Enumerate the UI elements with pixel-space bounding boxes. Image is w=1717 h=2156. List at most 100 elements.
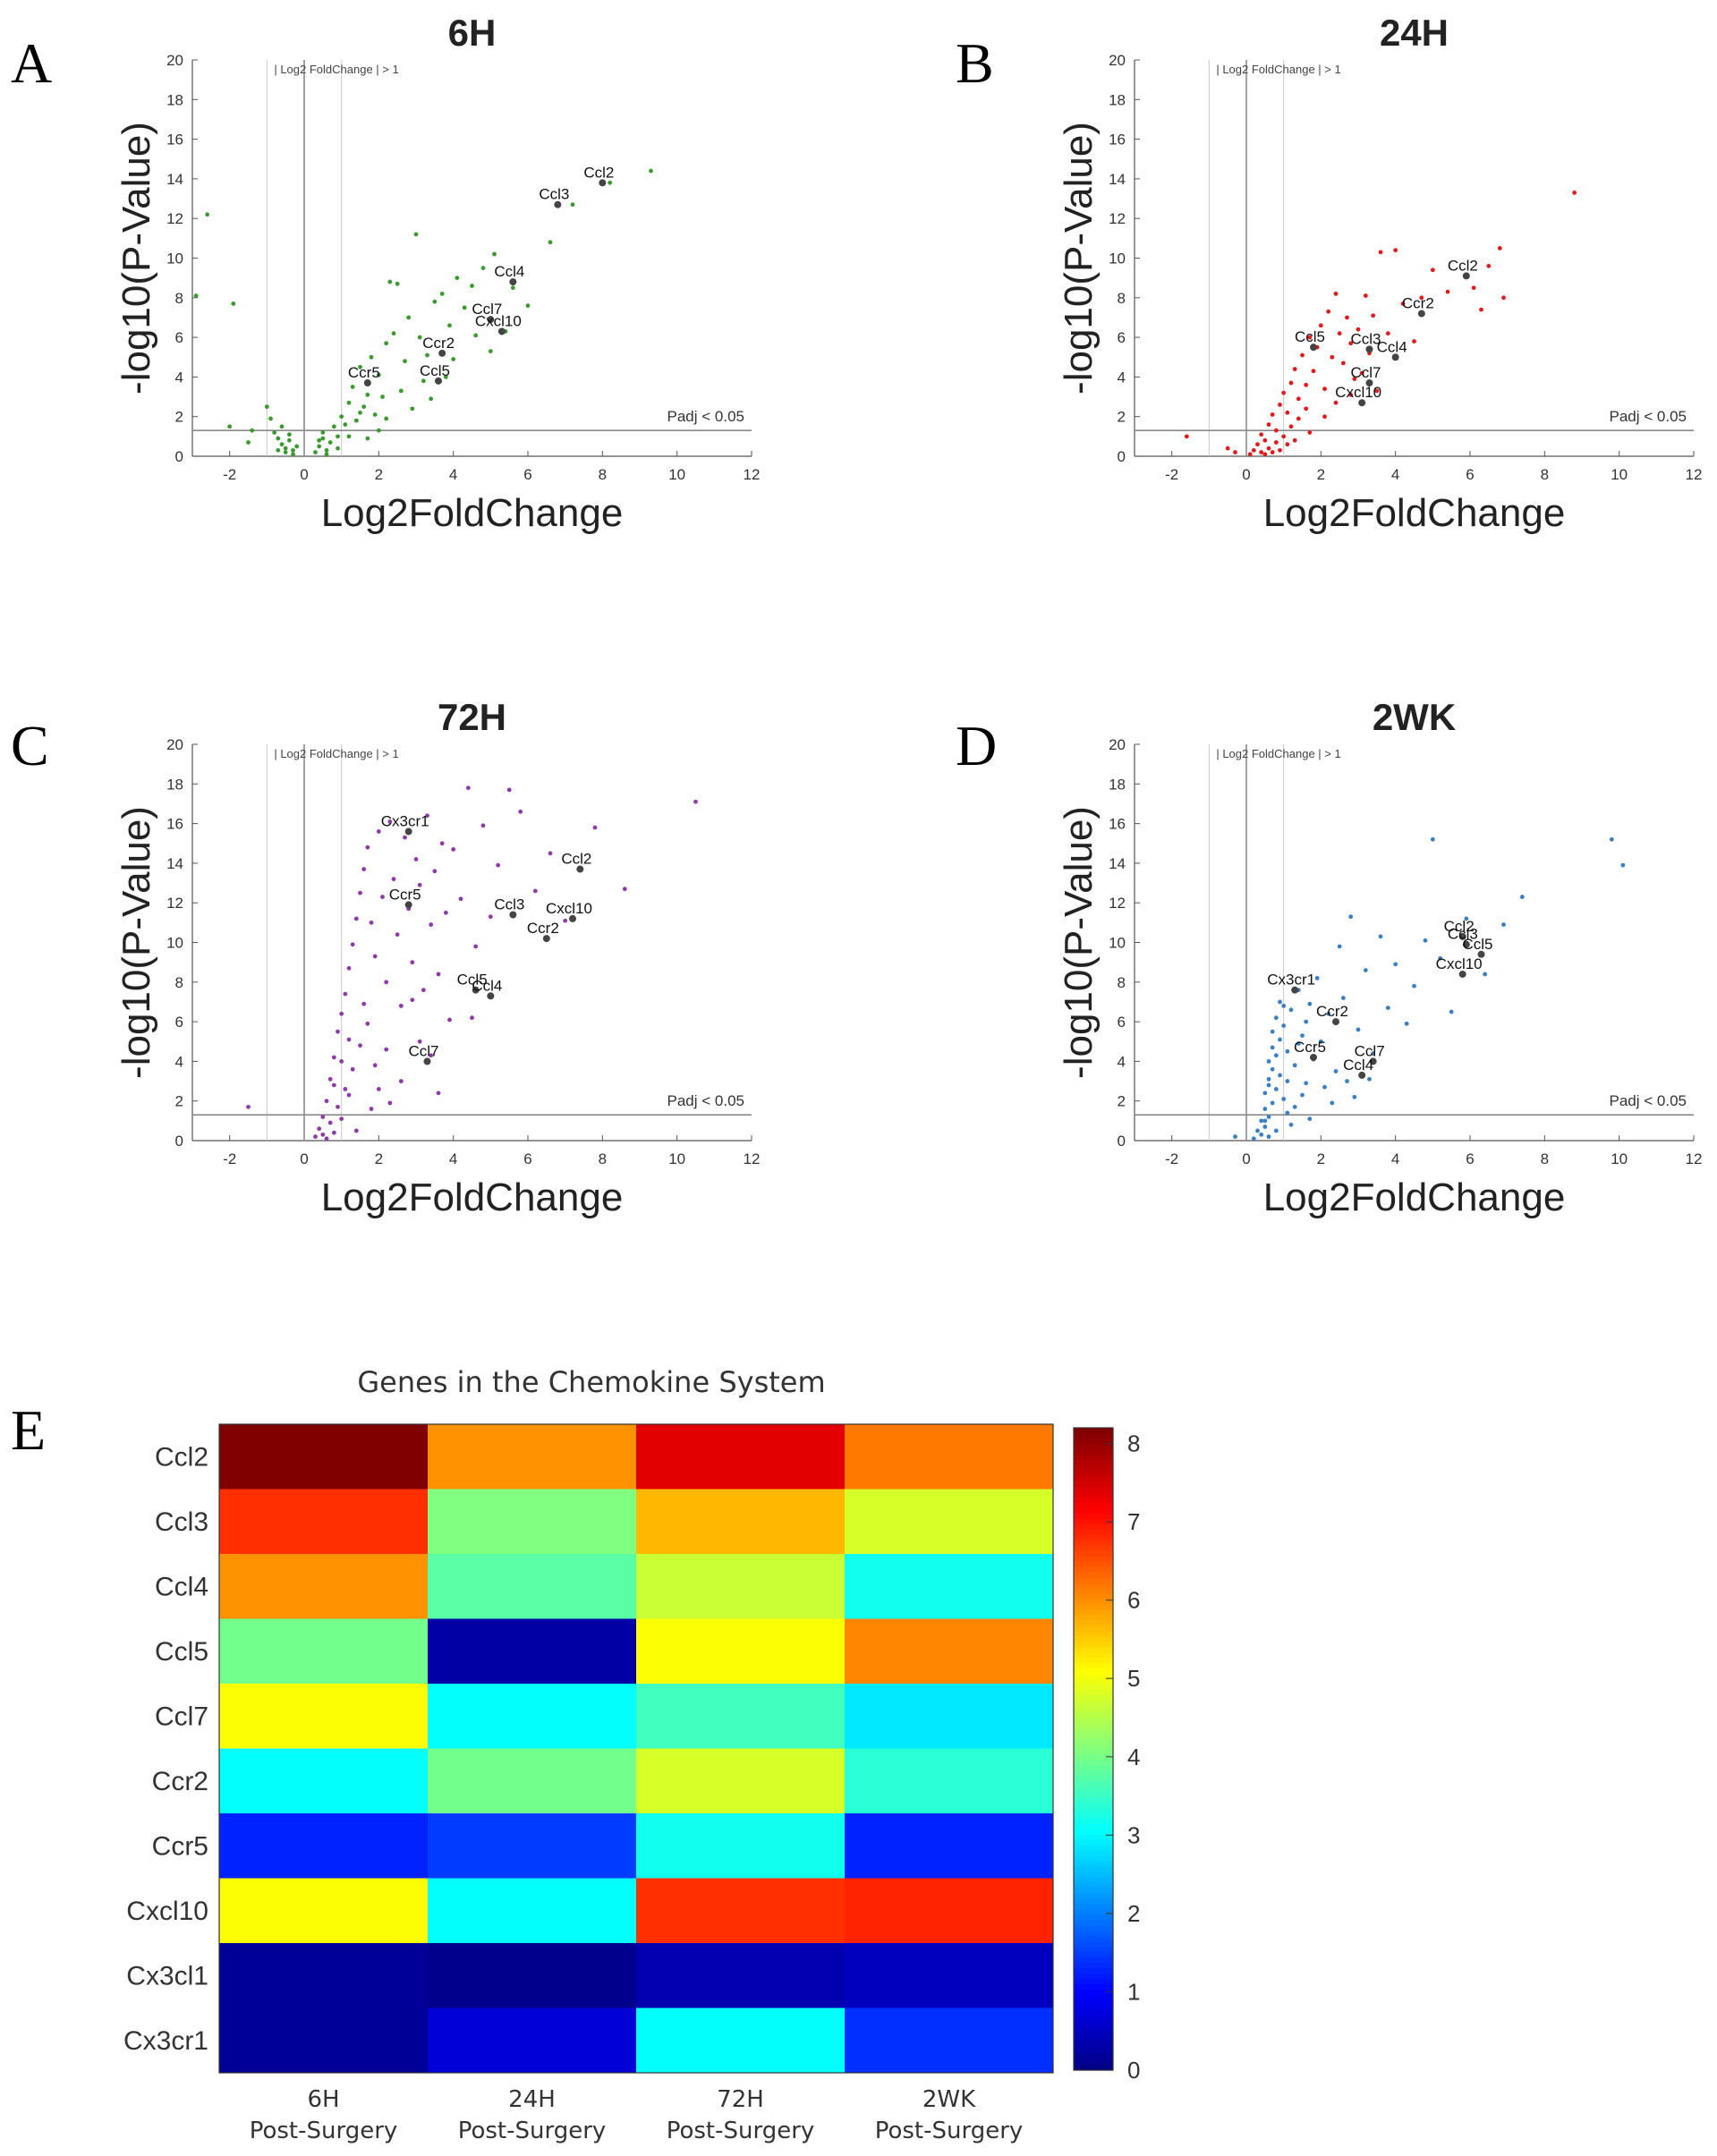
data-point <box>1371 313 1376 318</box>
data-point <box>1273 1053 1279 1058</box>
labeled-point <box>1458 932 1466 940</box>
data-point <box>1337 331 1342 336</box>
data-point <box>1262 1107 1268 1111</box>
colorbar-segment <box>1074 1518 1113 1525</box>
data-point <box>358 890 362 896</box>
colorbar-tick-label: 8 <box>1127 1430 1140 1457</box>
data-point <box>1371 1051 1376 1056</box>
colorbar-segment <box>1074 1663 1113 1669</box>
data-point <box>286 437 292 443</box>
colorbar-segment <box>1074 1642 1113 1648</box>
heatmap-cell <box>219 2007 429 2074</box>
data-point <box>1385 1006 1390 1010</box>
y-tick-label: 20 <box>166 52 183 69</box>
gene-label: Ccl5 <box>1295 328 1325 345</box>
data-point <box>283 446 288 451</box>
colorbar-segment <box>1074 1744 1113 1750</box>
x-tick-label: 10 <box>1611 466 1628 483</box>
data-point <box>608 180 613 185</box>
data-point <box>1273 1015 1279 1021</box>
colorbar-segment <box>1074 1668 1113 1675</box>
data-point <box>1419 295 1424 301</box>
data-point <box>1385 331 1390 336</box>
data-point <box>1345 315 1349 320</box>
colorbar-segment <box>1074 1620 1113 1626</box>
data-point <box>1330 354 1335 360</box>
labeled-point <box>542 935 550 943</box>
data-point <box>346 965 352 971</box>
colorbar-segment <box>1074 1823 1113 1830</box>
data-point <box>353 916 359 921</box>
data-point <box>1307 335 1313 340</box>
data-point <box>1348 914 1354 920</box>
data-point <box>1251 1136 1256 1142</box>
gene-label: Ccl7 <box>408 1042 438 1059</box>
data-point <box>439 841 445 846</box>
panel-letter-e: E <box>11 1398 46 1462</box>
data-point <box>376 1087 381 1091</box>
colorbar-segment <box>1074 2000 1113 2007</box>
heatmap-cell <box>845 1943 1054 2008</box>
data-point <box>369 354 374 360</box>
y-tick-label: 4 <box>1118 1053 1126 1070</box>
data-point <box>1266 1134 1271 1139</box>
gene-label: Ccl5 <box>1462 936 1492 953</box>
data-point <box>1340 361 1346 366</box>
data-point <box>1278 447 1282 453</box>
colorbar-segment <box>1074 1475 1113 1482</box>
colorbar-segment <box>1074 1974 1113 1980</box>
colorbar-segment <box>1074 1882 1113 1889</box>
data-point <box>1483 972 1488 977</box>
labeled-point <box>1332 1018 1339 1026</box>
data-point <box>413 232 419 237</box>
labeled-point <box>554 200 562 208</box>
labeled-point <box>1462 272 1470 280</box>
data-point <box>622 887 627 892</box>
data-point <box>1281 1003 1287 1008</box>
colorbar-segment <box>1074 1615 1113 1621</box>
x-tick-label: -2 <box>1165 1150 1178 1167</box>
colorbar-segment <box>1074 1995 1113 2001</box>
plot-title: 2WK <box>1373 696 1456 738</box>
heatmap-row-label: Ccr2 <box>152 1767 208 1796</box>
colorbar-segment <box>1074 1647 1113 1653</box>
x-tick-label: 10 <box>668 1150 685 1167</box>
padj-threshold-label: Padj < 0.05 <box>1610 1092 1687 1109</box>
data-point <box>1300 1033 1305 1039</box>
colorbar-segment <box>1074 1925 1113 1932</box>
data-point <box>1259 1118 1264 1124</box>
data-point <box>331 1130 336 1135</box>
x-tick-label: 2 <box>375 1150 383 1167</box>
x-tick-label: 10 <box>1611 1150 1628 1167</box>
data-point <box>358 410 362 415</box>
data-point <box>1348 341 1354 346</box>
colorbar-tick-label: 4 <box>1127 1744 1140 1770</box>
data-point <box>276 436 281 441</box>
data-point <box>346 434 352 439</box>
data-point <box>1292 1104 1297 1109</box>
volcano-plot-2wk: 2WK -2 0 2 4 6 8 10 12 0 2 4 6 8 10 12 14 16 18 20 | Log2 Fo… <box>1057 696 1702 1219</box>
data-point <box>1266 446 1271 451</box>
data-point <box>439 291 445 296</box>
data-point <box>1464 916 1469 921</box>
panel-letter-a: A <box>11 31 52 95</box>
colorbar-segment <box>1074 1572 1113 1579</box>
colorbar-segment <box>1074 1685 1113 1691</box>
gene-label: Ccl3 <box>1350 330 1381 347</box>
data-point <box>350 385 355 389</box>
heatmap-row-label: Ccl5 <box>155 1637 208 1667</box>
labeled-point <box>1310 1053 1317 1061</box>
fold-threshold-label: | Log2 FoldChange | > 1 <box>274 63 398 76</box>
y-tick-label: 20 <box>1109 52 1126 69</box>
colorbar-segment <box>1074 1872 1113 1879</box>
x-axis-label: Log2FoldChange <box>1263 1176 1566 1219</box>
data-point <box>525 303 531 309</box>
data-point <box>413 857 419 862</box>
data-point <box>570 202 575 208</box>
y-tick-label: 8 <box>175 974 183 991</box>
data-point <box>365 845 370 850</box>
data-point <box>496 862 501 868</box>
data-point <box>387 279 393 284</box>
colorbar-segment <box>1074 1481 1113 1488</box>
